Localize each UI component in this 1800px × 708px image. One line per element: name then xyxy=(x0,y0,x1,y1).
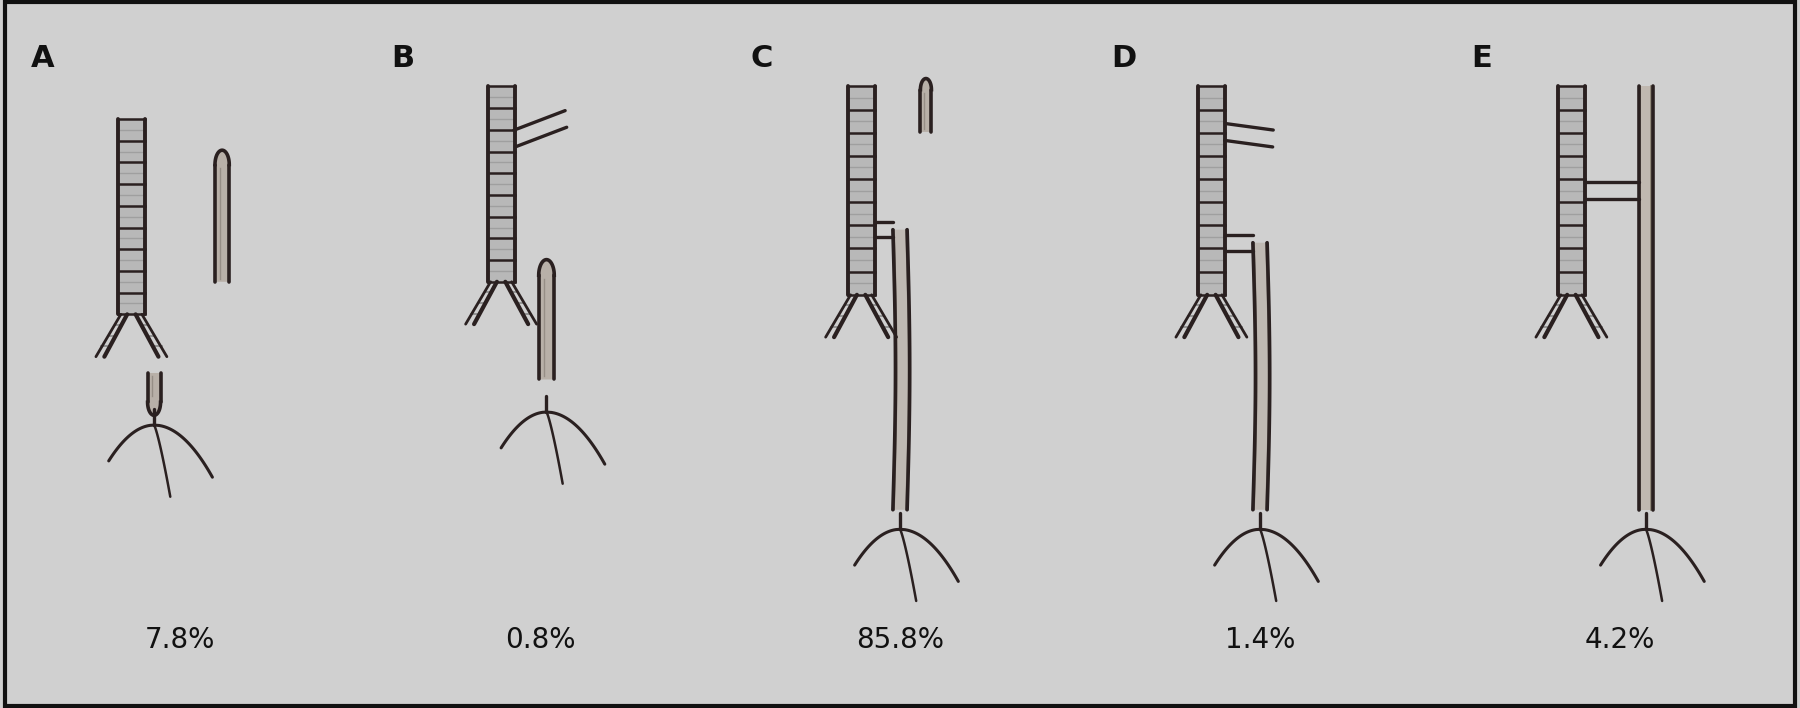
Polygon shape xyxy=(1253,243,1269,510)
Polygon shape xyxy=(148,373,160,416)
Polygon shape xyxy=(538,260,554,379)
Text: A: A xyxy=(31,44,54,73)
Polygon shape xyxy=(893,229,909,510)
Polygon shape xyxy=(1638,86,1652,510)
Text: 1.4%: 1.4% xyxy=(1224,626,1296,654)
Polygon shape xyxy=(920,79,931,132)
Polygon shape xyxy=(848,86,875,295)
Polygon shape xyxy=(1557,86,1586,295)
Polygon shape xyxy=(214,150,229,282)
Text: C: C xyxy=(751,44,774,73)
Text: E: E xyxy=(1471,44,1492,73)
Text: D: D xyxy=(1111,44,1136,73)
Text: 0.8%: 0.8% xyxy=(504,626,576,654)
Text: 85.8%: 85.8% xyxy=(857,626,943,654)
Text: 4.2%: 4.2% xyxy=(1584,626,1656,654)
Text: 7.8%: 7.8% xyxy=(144,626,216,654)
Text: B: B xyxy=(391,44,414,73)
Polygon shape xyxy=(117,119,146,314)
Polygon shape xyxy=(488,86,515,282)
Polygon shape xyxy=(1197,86,1226,295)
